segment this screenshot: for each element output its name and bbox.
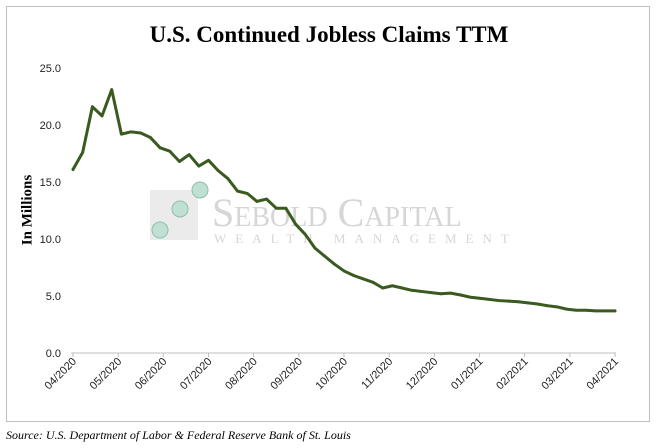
data-point	[245, 192, 249, 195]
data-point	[332, 262, 336, 266]
series-points	[71, 88, 617, 313]
data-point	[400, 286, 404, 290]
data-point	[178, 160, 181, 163]
watermark: Sebold Capital Wealth Management	[150, 181, 518, 246]
data-point	[158, 146, 162, 150]
data-point	[207, 158, 210, 162]
data-point	[187, 153, 191, 157]
data-point	[110, 88, 114, 92]
data-point	[574, 308, 578, 312]
x-tick-label: 04/2021	[585, 356, 622, 393]
x-tick-label: 10/2020	[314, 356, 351, 393]
data-point	[168, 149, 172, 153]
data-point	[584, 308, 588, 312]
y-axis-ticks: 0.0 5.0 10.0 15.0 20.0 25.0	[40, 63, 61, 360]
x-tick-label: 11/2020	[359, 356, 395, 392]
data-point	[507, 299, 510, 303]
data-point	[90, 105, 94, 109]
watermark-sphere-2	[171, 200, 189, 218]
data-point	[487, 298, 491, 301]
data-point	[458, 293, 462, 297]
data-point	[545, 304, 549, 308]
x-tick-label: 05/2020	[88, 356, 125, 393]
watermark-sphere-1	[151, 221, 169, 239]
data-point	[313, 246, 317, 250]
source-note: Source: U.S. Department of Labor & Feder…	[6, 428, 351, 442]
x-tick-label: 07/2020	[178, 356, 215, 393]
x-tick-label: 06/2020	[133, 356, 170, 393]
data-point	[526, 301, 530, 305]
data-point	[323, 254, 327, 258]
data-point	[236, 189, 239, 193]
data-point	[497, 299, 501, 302]
data-point	[390, 284, 394, 288]
data-point	[603, 309, 607, 313]
data-point	[478, 296, 481, 300]
x-tick-label: 04/2020	[43, 356, 80, 393]
x-tick-label: 12/2020	[404, 356, 441, 393]
data-point	[71, 168, 75, 171]
data-point	[274, 206, 278, 210]
data-point	[613, 309, 617, 313]
data-point	[468, 295, 472, 299]
data-point	[352, 274, 356, 277]
y-tick-label: 0.0	[46, 348, 61, 360]
watermark-sphere-3	[191, 181, 209, 199]
data-point	[565, 307, 569, 311]
y-tick-label: 20.0	[40, 120, 61, 132]
data-point	[100, 114, 104, 118]
data-point	[371, 280, 375, 284]
x-axis-ticks: 04/2020 05/2020 06/2020 07/2020 08/2020 09/20…	[43, 353, 622, 393]
y-tick-label: 5.0	[46, 291, 61, 303]
y-tick-label: 10.0	[40, 234, 61, 246]
data-point	[361, 277, 365, 281]
data-point	[342, 269, 346, 273]
data-point	[197, 164, 201, 168]
data-point	[119, 132, 123, 136]
data-point	[429, 291, 433, 294]
data-point	[265, 197, 268, 201]
data-point	[303, 233, 307, 236]
data-point	[216, 169, 220, 173]
x-tick-label: 09/2020	[268, 356, 305, 393]
data-point	[294, 222, 298, 226]
y-tick-label: 15.0	[40, 177, 61, 189]
data-point	[139, 131, 143, 135]
x-tick-label: 03/2021	[539, 356, 576, 393]
data-point	[149, 136, 152, 139]
data-point	[555, 305, 559, 309]
x-tick-label: 02/2021	[494, 356, 531, 393]
data-point	[255, 199, 259, 203]
x-tick-label: 01/2021	[449, 356, 486, 393]
data-point	[420, 290, 423, 293]
data-point	[284, 206, 288, 210]
data-point	[439, 292, 443, 296]
data-point	[81, 150, 85, 154]
watermark-line2: Wealth Management	[214, 231, 518, 246]
data-point	[381, 286, 385, 290]
x-tick-label: 08/2020	[223, 356, 260, 393]
y-tick-label: 25.0	[40, 63, 61, 75]
chart-title: U.S. Continued Jobless Claims TTM	[149, 22, 509, 47]
data-point	[516, 300, 520, 304]
data-point	[449, 291, 452, 295]
data-point	[536, 302, 539, 306]
data-point	[594, 309, 598, 313]
data-point	[226, 177, 230, 180]
data-point	[410, 288, 414, 292]
data-point	[129, 130, 133, 134]
